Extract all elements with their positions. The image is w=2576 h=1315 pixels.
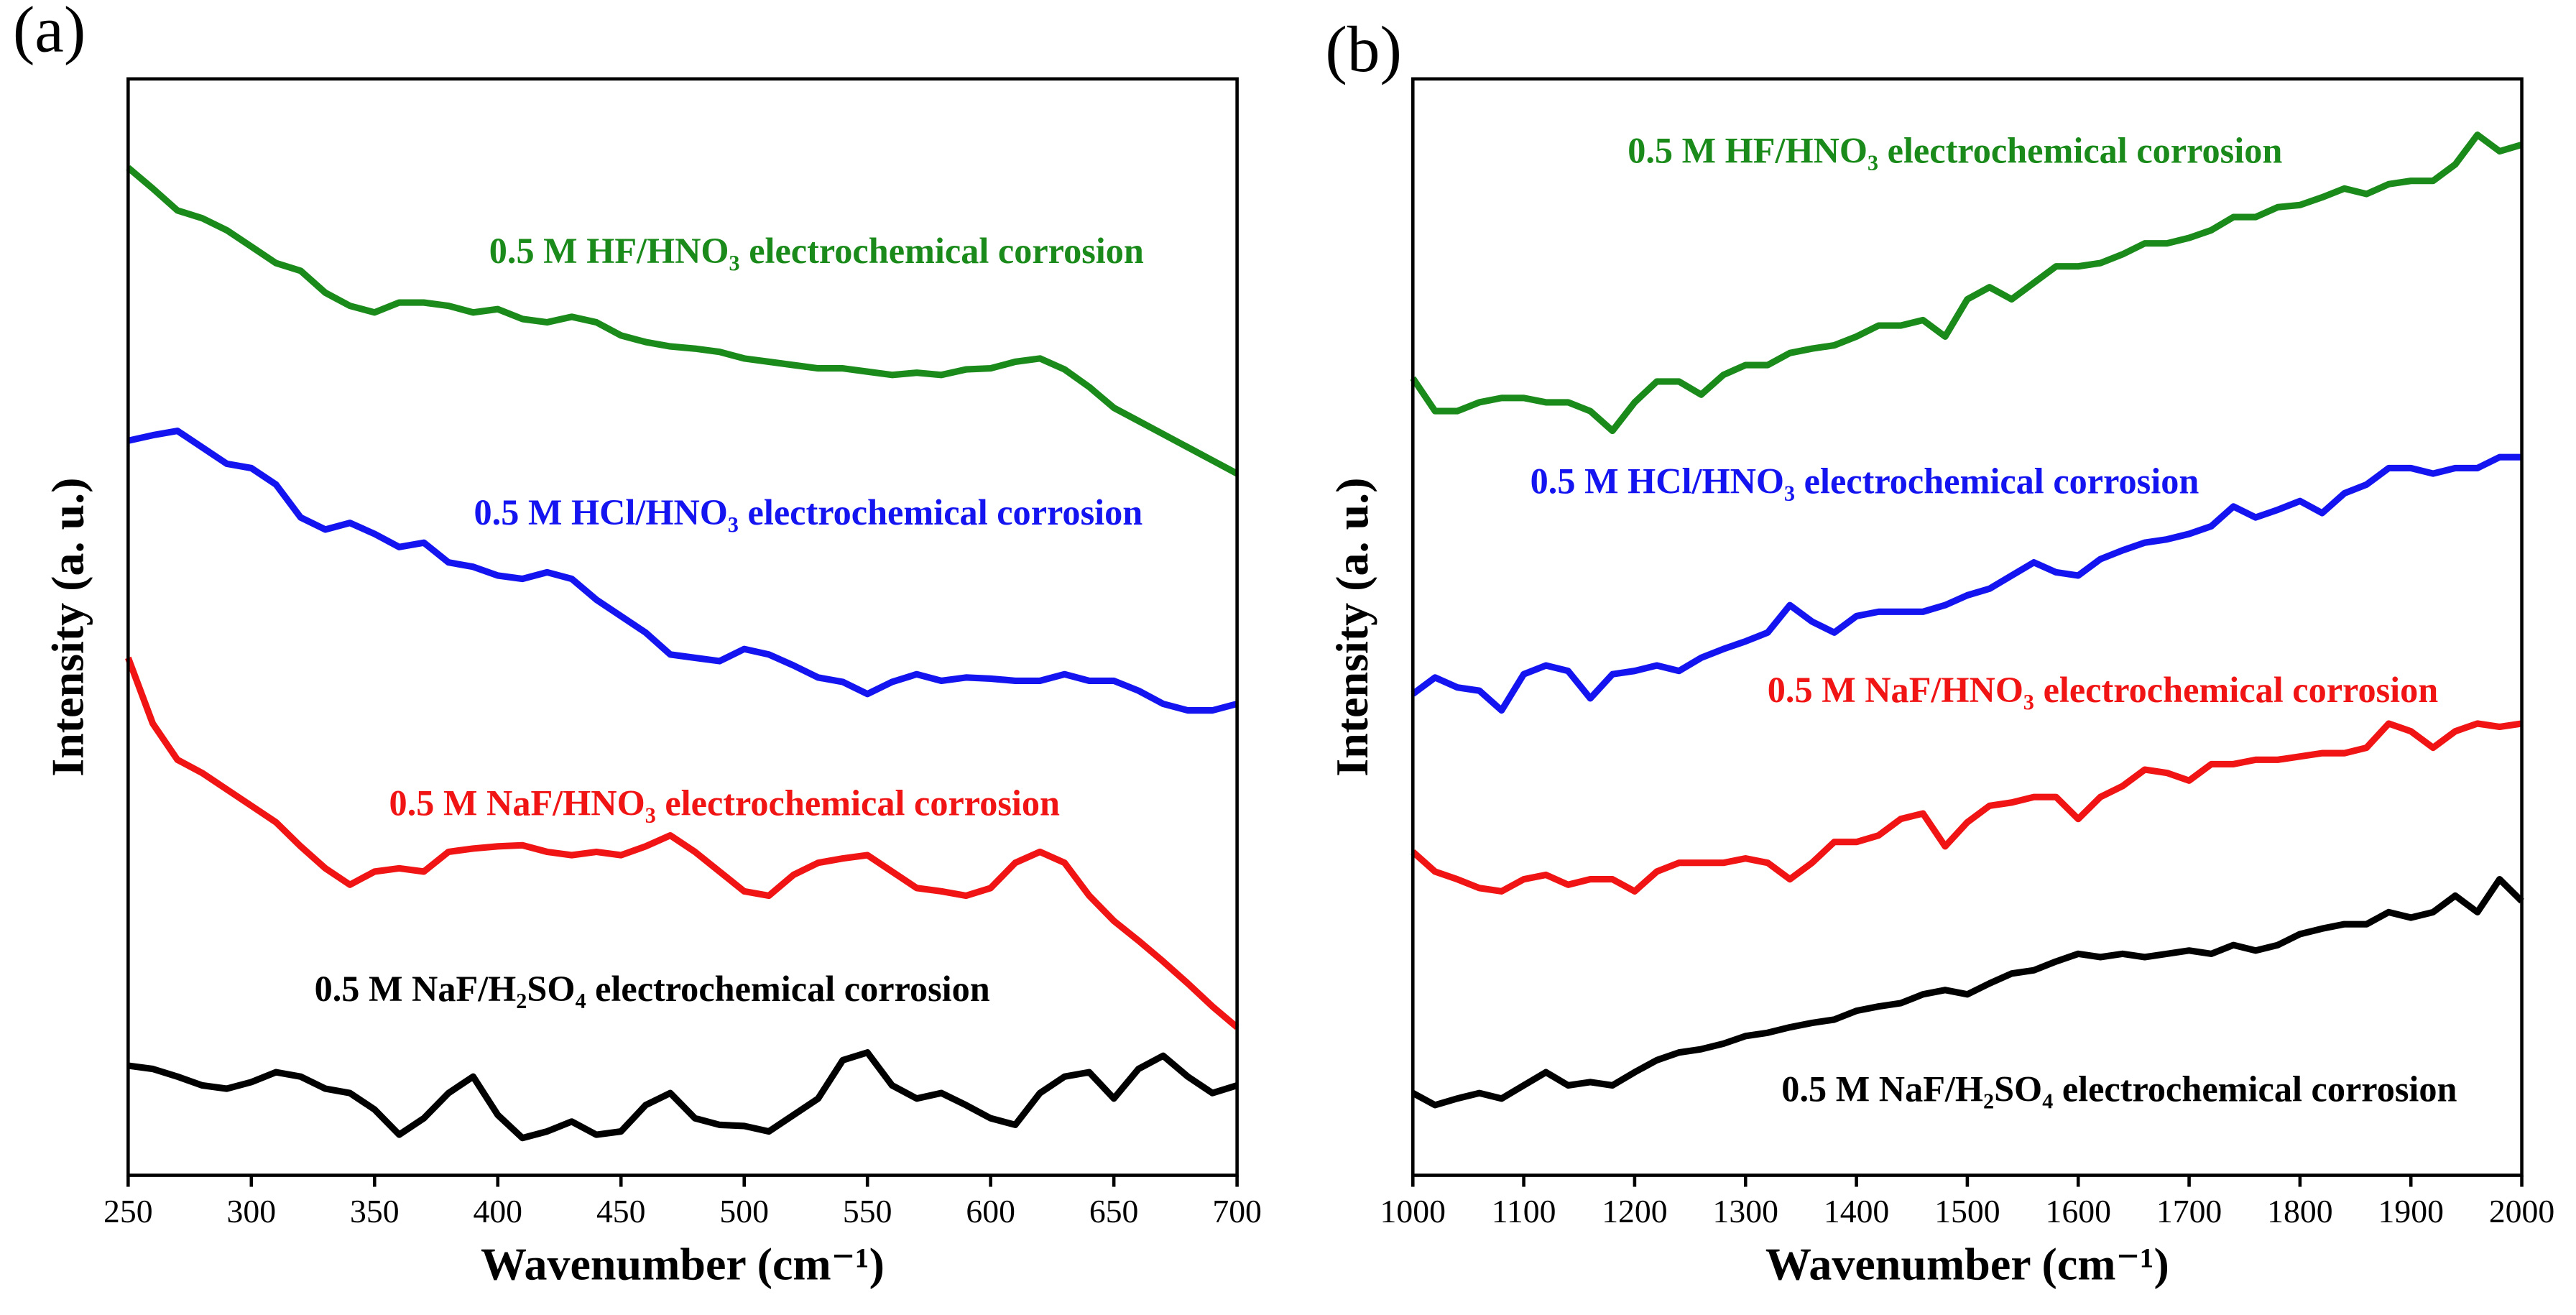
x-tick-label: 550 <box>843 1193 892 1229</box>
x-tick-label: 1800 <box>2267 1193 2332 1229</box>
panel-label: (b) <box>1325 12 1402 86</box>
series-label: 0.5 M NaF/H₂SO₄ electrochemical corrosio… <box>315 969 990 1009</box>
panel-label: (a) <box>13 0 86 65</box>
y-axis-title: Intensity (a. u.) <box>42 478 93 777</box>
x-tick-label: 1100 <box>1492 1193 1556 1229</box>
series-line <box>1411 876 2524 1109</box>
x-axis-title: Wavenumber (cm⁻¹) <box>481 1239 885 1290</box>
plot-frame <box>126 77 1239 1177</box>
plot-frame <box>1411 77 2524 1177</box>
series-label: 0.5 M NaF/HNO₃ electrochemical corrosion <box>389 783 1060 823</box>
y-axis-title: Intensity (a. u.) <box>1326 478 1377 777</box>
series-line <box>127 428 1238 714</box>
x-tick-label: 1900 <box>2378 1193 2444 1229</box>
x-tick-label: 1700 <box>2156 1193 2222 1229</box>
series-line <box>1411 453 2522 714</box>
series-line <box>125 656 1239 1030</box>
x-tick-label: 650 <box>1089 1193 1139 1229</box>
x-tick-label: 1400 <box>1824 1193 1889 1229</box>
x-tick-label: 1200 <box>1602 1193 1667 1229</box>
x-tick-label: 1300 <box>1713 1193 1778 1229</box>
x-tick-label: 2000 <box>2489 1193 2554 1229</box>
x-tick-label: 500 <box>719 1193 769 1229</box>
x-tick-label: 400 <box>473 1193 522 1229</box>
series-line <box>1411 720 2523 895</box>
series-line <box>126 165 1239 477</box>
series-line <box>127 1049 1238 1142</box>
x-tick-label: 1500 <box>1934 1193 2000 1229</box>
x-axis-title: Wavenumber (cm⁻¹) <box>1765 1239 2169 1290</box>
series-label: 0.5 M HF/HNO₃ electrochemical corrosion <box>1628 131 2282 171</box>
x-tick-label: 300 <box>227 1193 277 1229</box>
x-tick-label: 250 <box>103 1193 153 1229</box>
series-label: 0.5 M HCl/HNO₃ electrochemical corrosion <box>474 492 1143 532</box>
series-label: 0.5 M NaF/H₂SO₄ electrochemical corrosio… <box>1781 1069 2457 1109</box>
x-tick-label: 450 <box>596 1193 646 1229</box>
x-tick-label: 1000 <box>1380 1193 1446 1229</box>
x-tick-label: 700 <box>1212 1193 1262 1229</box>
series-label: 0.5 M HCl/HNO₃ electrochemical corrosion <box>1531 461 2199 501</box>
x-tick-label: 600 <box>966 1193 1015 1229</box>
series-label: 0.5 M NaF/HNO₃ electrochemical corrosion <box>1768 670 2438 710</box>
series-label: 0.5 M HF/HNO₃ electrochemical corrosion <box>489 231 1144 271</box>
x-tick-label: 350 <box>350 1193 400 1229</box>
series-line <box>1410 132 2523 435</box>
x-tick-label: 1600 <box>2046 1193 2111 1229</box>
